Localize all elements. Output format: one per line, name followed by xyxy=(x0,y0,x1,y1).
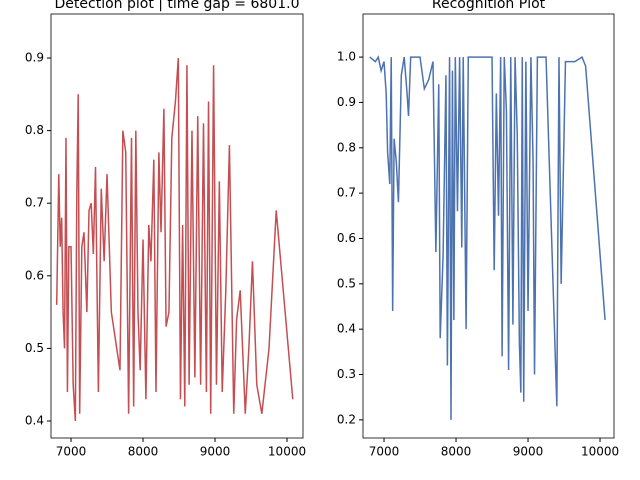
y-tick-label: 0.3 xyxy=(337,367,356,381)
x-tick-label: 10000 xyxy=(268,445,306,459)
x-tick-label: 8000 xyxy=(128,445,159,459)
x-tick-label: 9000 xyxy=(200,445,231,459)
data-line xyxy=(369,55,606,420)
x-tick-label: 10000 xyxy=(581,445,619,459)
chart-title: Recognition Plot xyxy=(432,0,546,12)
y-tick-label: 0.5 xyxy=(337,276,356,290)
y-tick-label: 1.0 xyxy=(337,50,356,64)
x-tick-label: 7000 xyxy=(56,445,87,459)
x-tick-label: 9000 xyxy=(513,445,544,459)
y-tick-label: 0.6 xyxy=(25,268,44,282)
y-tick-label: 0.9 xyxy=(337,95,356,109)
y-tick-label: 0.2 xyxy=(337,412,356,426)
x-tick-label: 7000 xyxy=(369,445,400,459)
chart-title: Detection plot | time gap = 6801.0 xyxy=(55,0,300,12)
y-tick-label: 0.8 xyxy=(337,140,356,154)
y-tick-label: 0.5 xyxy=(25,341,44,355)
y-tick-label: 0.7 xyxy=(337,186,356,200)
y-tick-label: 0.7 xyxy=(25,196,44,210)
axes-frame xyxy=(362,13,615,439)
y-tick-label: 0.8 xyxy=(25,123,44,137)
data-line xyxy=(55,57,294,422)
y-tick-label: 0.4 xyxy=(337,322,356,336)
y-tick-label: 0.4 xyxy=(25,414,44,428)
y-tick-label: 0.9 xyxy=(25,50,44,64)
y-tick-label: 0.6 xyxy=(337,231,356,245)
x-tick-label: 8000 xyxy=(441,445,472,459)
axes-frame xyxy=(50,13,304,439)
